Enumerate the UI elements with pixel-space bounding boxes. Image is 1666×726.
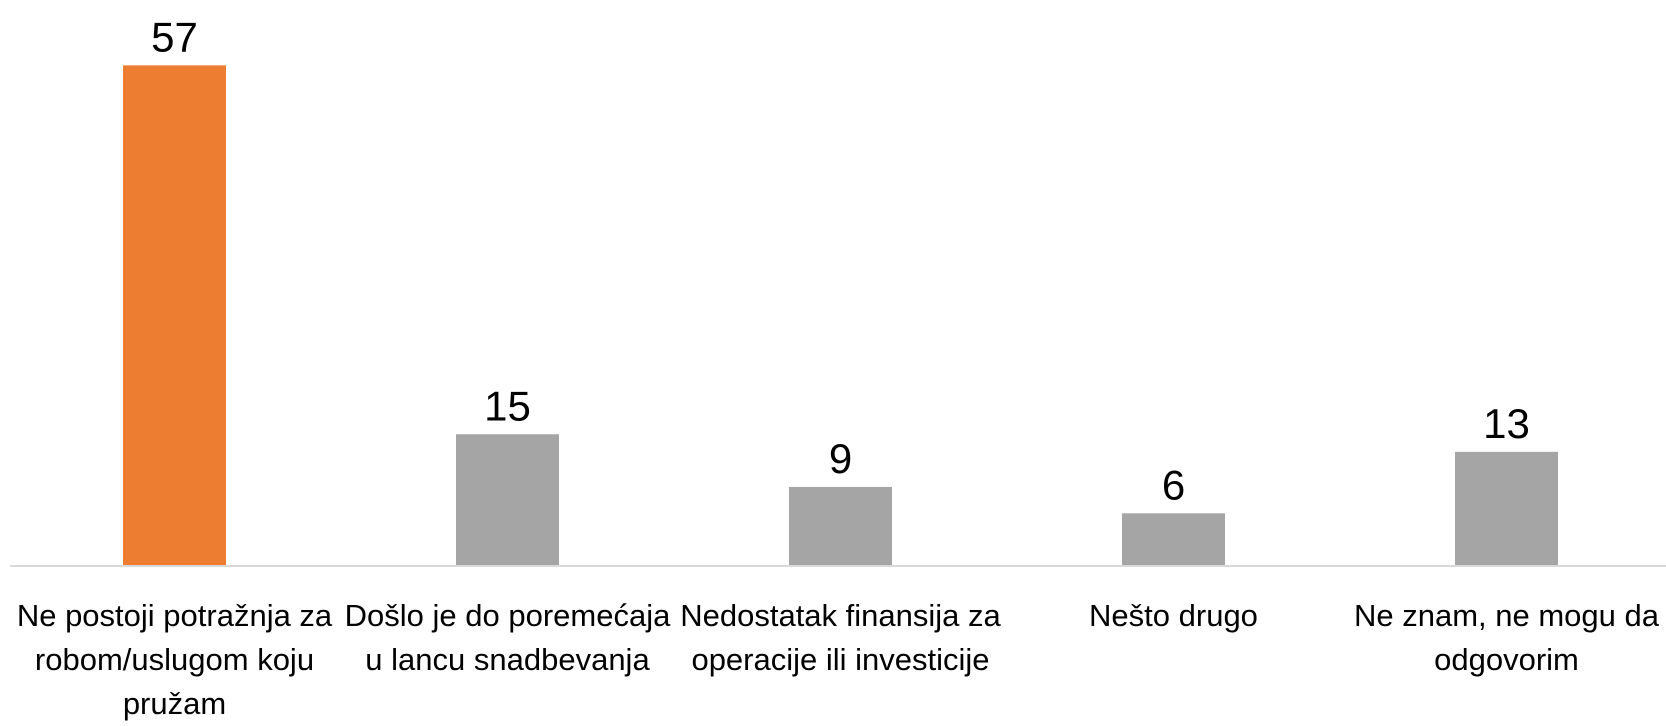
x-tick-label: Nešto drugo xyxy=(1089,598,1258,633)
data-label: 57 xyxy=(151,13,198,60)
x-tick-label: Nedostatak finansija za operacije ili in… xyxy=(680,598,1001,677)
bar xyxy=(123,65,226,566)
bar xyxy=(456,434,559,566)
x-tick-label: Ne znam, ne mogu da odgovorim xyxy=(1353,598,1659,677)
data-label: 13 xyxy=(1483,400,1530,447)
data-label: 9 xyxy=(829,435,852,482)
bar xyxy=(1122,513,1225,566)
x-tick-label: Došlo je do poremećaja u lancu snadbevan… xyxy=(344,598,671,677)
bar xyxy=(789,486,892,566)
data-label: 6 xyxy=(1162,461,1185,508)
bar xyxy=(1455,451,1558,566)
data-label: 15 xyxy=(484,382,531,429)
x-tick-label: Ne postoji potražnja za robom/uslugom ko… xyxy=(16,598,333,721)
